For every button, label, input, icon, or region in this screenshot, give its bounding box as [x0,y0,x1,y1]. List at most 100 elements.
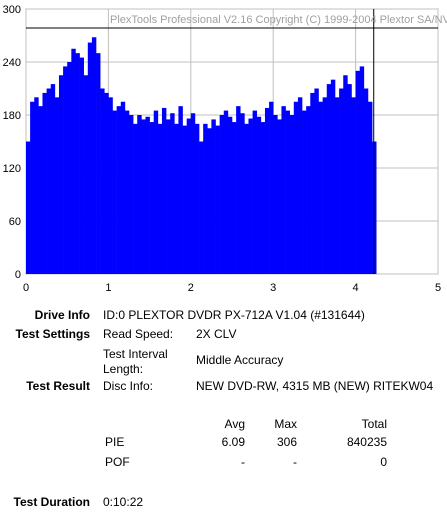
y-tick-labels: 0 60 120 180 240 300 [3,4,21,281]
col-avg-header: Avg [224,417,245,431]
drive-info-value: ID:0 PLEXTOR DVDR PX-712A V1.04 (#131644… [103,308,365,322]
pof-max-value: - [293,455,297,469]
bar [166,119,171,275]
bar [157,123,163,274]
bar [75,53,80,274]
bar [91,37,97,275]
y-tick-label: 60 [9,216,21,228]
bar [42,92,47,275]
pof-total-value: 0 [380,455,387,469]
bar [260,122,266,274]
bar [104,92,109,275]
bar [182,125,187,274]
bar [112,110,117,274]
bar [153,110,159,274]
bar [248,118,253,275]
bar [161,107,167,274]
bar [178,106,183,275]
x-tick-label: 5 [435,282,441,294]
bar [96,53,101,274]
read-speed-label: Read Speed: [103,327,174,341]
x-tick-label: 1 [105,282,111,294]
bar [133,123,138,274]
bar [322,97,328,274]
interval-label-line2: Length: [103,362,144,376]
test-result-label: Test Result [26,379,90,393]
read-speed-value: 2X CLV [196,327,237,341]
bar [26,141,31,274]
test-duration-label: Test Duration [13,495,90,509]
bar [347,84,352,274]
y-tick-label: 0 [15,269,21,281]
x-tick-label: 4 [353,282,359,294]
col-total-header: Total [361,417,387,431]
bar [264,107,270,274]
bar [149,122,155,274]
bar [194,123,200,274]
bar [240,113,245,274]
watermark-text: PlexTools Professional V2.16 Copyright (… [110,14,447,26]
disc-info-value: NEW DVD-RW, 4315 MB (NEW) RITEKW04 [196,379,434,393]
pie-chart: PlexTools Professional V2.16 Copyright (… [3,4,447,294]
bar [83,75,89,274]
bar [223,110,229,274]
bar [87,42,93,274]
pie-max-value: 306 [276,435,297,449]
bar [330,79,336,275]
bar [100,88,105,274]
bar [351,97,356,274]
bar [339,88,344,274]
bar [343,75,348,274]
test-duration-value: 0:10:22 [103,495,144,509]
bar [207,128,212,274]
bar [281,106,286,275]
bar [367,101,373,274]
y-tick-label: 240 [3,57,21,69]
x-tick-label: 2 [188,282,194,294]
bar [335,97,340,274]
bar [219,115,225,274]
x-tick-label: 3 [270,282,276,294]
bar [269,101,274,274]
bar [58,75,64,274]
bar [227,116,233,275]
bar [363,88,369,274]
drive-info-label: Drive Info [34,308,90,322]
bar [359,66,365,275]
bar [289,115,295,274]
bar [244,123,249,274]
bar [141,119,146,275]
bar [273,115,278,274]
y-tick-label: 300 [3,4,21,16]
bar [67,62,72,274]
pie-row-label: PIE [105,435,125,449]
bar [129,115,134,274]
bar [302,110,307,274]
bar [145,116,150,275]
disc-info-label: Disc Info: [103,379,154,393]
pof-row-label: POF [105,455,130,469]
bar [190,113,196,274]
interval-value: Middle Accuracy [196,353,284,367]
bar [310,92,315,275]
bar [203,123,208,274]
bar [277,119,282,275]
bar [314,88,319,274]
x-tick-labels: 0 1 2 3 4 5 [23,282,441,294]
interval-label-line1: Test Interval [103,347,168,361]
pof-avg-value: - [241,455,245,469]
bar [46,88,52,274]
bar [355,70,361,274]
bar [252,110,258,274]
bar [170,113,175,274]
pie-total-value: 840235 [346,435,387,449]
bar [236,106,241,275]
bar [186,118,192,275]
bar [297,97,303,274]
y-tick-label: 180 [3,110,21,122]
bar [54,97,60,274]
bar [120,101,126,274]
bar [318,101,323,274]
bar [124,110,130,274]
bar-series [26,37,377,275]
